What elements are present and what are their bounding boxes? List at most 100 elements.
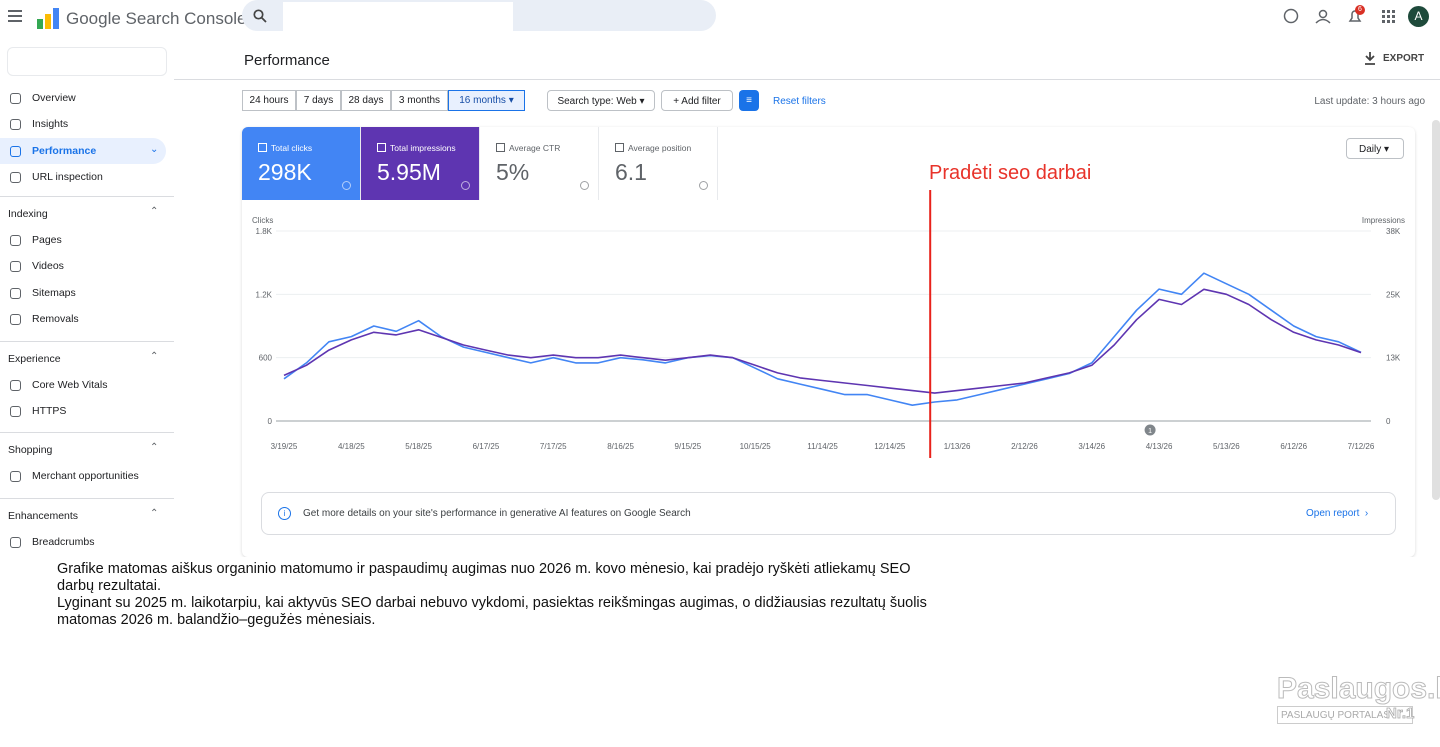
x-tick-label: 7/17/25 [540,442,567,451]
last-update: Last update: 3 hours ago [1314,96,1425,107]
x-tick-label: 1/13/26 [944,442,971,451]
section-title[interactable]: Indexing [8,208,48,220]
annotation: Pradėti seo darbai [929,162,1091,184]
y-tick-label: 600 [259,354,273,363]
info-box [261,492,1396,535]
range-label: 3 months [398,95,441,106]
divider [0,340,174,342]
chevron: ⌄ [150,144,159,155]
chevron: ⌃ [150,206,159,217]
metric-value: 5.95M [377,159,441,185]
open-report[interactable]: Open report › [1306,508,1369,519]
nav-item[interactable]: Insights [32,118,69,130]
redacted-query [283,2,513,36]
annotation-marker [1144,424,1156,436]
nav-item[interactable]: Core Web Vitals [32,378,108,391]
x-tick-label: 7/12/26 [1348,442,1375,451]
nav-item[interactable]: Merchant opportunities [32,470,139,483]
divider [0,196,174,197]
metric-value: 5% [496,159,530,185]
granularity-label: Daily [1359,144,1382,155]
nav-icon [10,471,21,483]
section-title[interactable]: Experience [8,352,61,365]
caption-line: Lyginant su 2025 m. laikotarpiu, kai akt… [57,595,927,628]
nav-icon [10,536,21,548]
nav-icon [10,406,21,417]
y-tick-label: 1.8K [256,227,273,236]
range-button[interactable]: 3 months [391,90,448,111]
nav-item[interactable]: Sitemaps [32,286,76,299]
x-tick-label: 5/18/25 [405,442,432,451]
nav-icon [10,379,21,391]
nav-item[interactable]: HTTPS [32,405,67,417]
nav-icon [10,119,21,130]
menu-icon[interactable] [8,10,22,22]
y-tick-label: 25K [1386,290,1401,299]
avatar[interactable]: A [1408,6,1429,27]
section-title[interactable]: Enhancements [8,509,79,522]
metric-card[interactable]: Average position 6.1 [599,127,718,200]
annotation-marker-label: 1 [1148,428,1152,435]
watermark-brand: Paslaugos.lt [1277,672,1440,706]
nav-item[interactable]: Removals [32,313,79,326]
range-button[interactable]: 28 days [341,90,391,111]
y-tick-label: 0 [268,417,273,426]
x-tick-label: 11/14/25 [807,442,838,451]
export-button[interactable]: EXPORT [1383,53,1425,64]
metric-value: 6.1 [615,159,647,185]
filter-icon-button[interactable]: ≡ [739,90,759,111]
checkbox [615,143,624,152]
range-label: 16 months [459,95,506,106]
help-icon [580,181,589,190]
reset-filters[interactable]: Reset filters [773,96,826,107]
nav-item[interactable]: Performance [32,145,97,157]
nav-selected [0,138,166,164]
metric-label: Total impressions [390,143,456,153]
range-button[interactable]: 7 days [296,90,341,111]
caption-area [0,557,1440,747]
x-tick-label: 5/13/26 [1213,442,1240,451]
property-selector[interactable] [7,47,167,76]
logo [37,8,59,29]
nav-icon [10,314,21,326]
x-tick-label: 3/19/25 [271,442,298,451]
x-tick-label: 10/15/25 [740,442,772,451]
x-tick-label: 9/15/25 [675,442,702,451]
granularity-select[interactable]: Daily ▾ [1346,138,1404,159]
metric-card[interactable]: Total clicks 298K [242,127,361,200]
nav-item[interactable]: URL inspection [32,171,103,183]
search-type-filter[interactable]: Search type: Web ▾ [547,90,655,111]
nav-item[interactable]: Videos [32,260,64,273]
y-tick-label: 1.2K [256,290,273,299]
nav-icon [10,146,21,157]
axis-title: Clicks [252,216,273,225]
section-title[interactable]: Shopping [8,444,53,457]
range-label: 28 days [348,95,384,106]
nav-item[interactable]: Pages [32,234,62,246]
nav-item[interactable]: Overview [32,92,76,104]
metric-value: 298K [258,159,312,185]
info-text: Get more details on your site's performa… [303,508,691,519]
range-button[interactable]: 24 hours [242,90,296,111]
x-tick-label: 4/13/26 [1146,442,1173,451]
page-title: Performance [244,52,330,69]
metric-card[interactable]: Average CTR 5% [480,127,599,200]
metric-card[interactable]: Total impressions 5.95M [361,127,480,200]
divider [0,497,174,499]
nav-icon [10,235,21,246]
info-icon: i [278,507,291,520]
add-filter[interactable]: + Add filter [661,90,733,111]
nav-item[interactable]: Breadcrumbs [32,535,95,548]
nav-icon [10,287,21,299]
watermark-tagline: PASLAUGŲ PORTALAS [1281,710,1390,721]
nav-icon [10,93,21,104]
range-button[interactable]: 16 months ▾ [448,90,525,111]
checkbox [258,143,267,152]
y-tick-label: 38K [1386,227,1401,236]
watermark-box [1277,706,1413,724]
product-name: Google Search Console [66,9,247,28]
search-icon [253,9,267,23]
help-icon [461,181,470,190]
x-tick-label: 6/17/25 [473,442,500,451]
